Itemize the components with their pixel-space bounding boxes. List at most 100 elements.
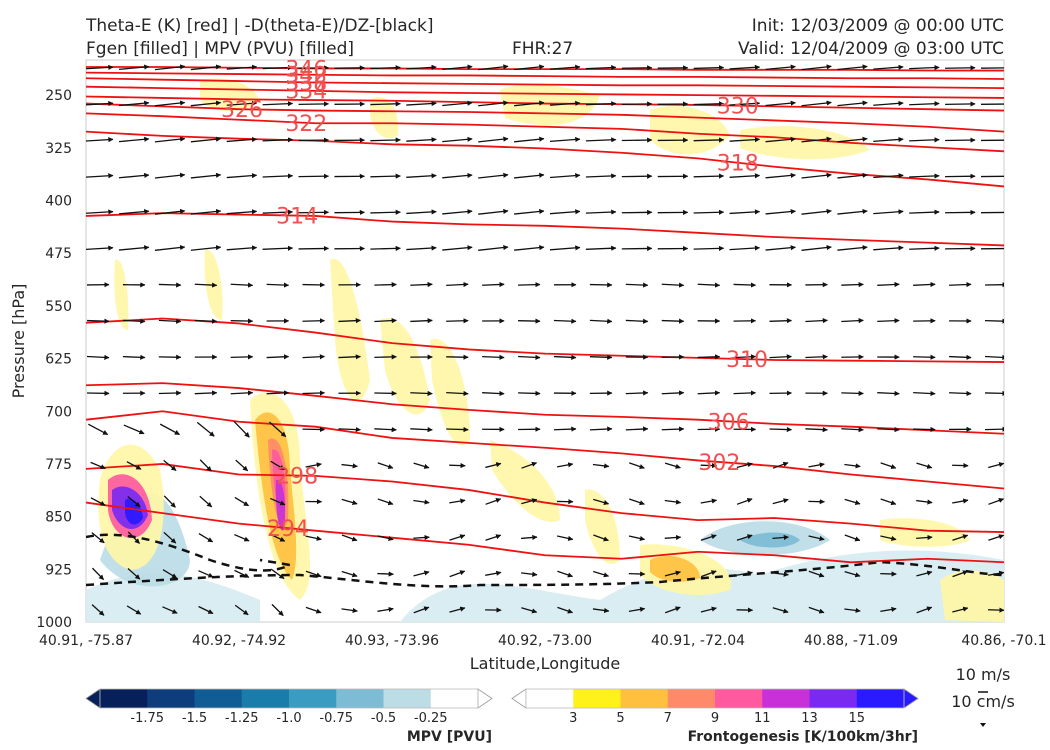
theta-e-contour-342 [86,71,1004,80]
wind-vector [86,318,110,324]
wind-vector [625,390,649,396]
wind-vector [952,570,969,578]
wind-vector [880,462,897,470]
wind-vector [377,498,394,506]
wind-vector [406,209,437,215]
wind-vector [127,531,140,544]
wind-vector [765,172,796,179]
wind-vector [449,606,466,613]
x-tick-label-6: 40.86, -70.1 [961,633,1046,649]
fgen-fill-h-mid [650,556,700,582]
wind-vector [118,100,150,107]
wind-vector [697,354,721,360]
wind-key-vertical-label: 10 cm/s [951,692,1015,711]
wind-vector [514,208,545,215]
wind-vector [589,318,613,324]
wind-vector [123,424,145,435]
theta-e-contour-322 [86,112,1004,153]
wind-vector [406,173,437,179]
wind-vector [628,535,646,542]
wind-vector [413,462,430,469]
wind-vector [86,64,114,70]
theta-e-contour-318 [86,130,1004,188]
wind-vector [693,137,725,143]
wind-vector [837,208,868,215]
wind-vector [808,606,825,614]
theta-e-label-326: 326 [221,98,263,123]
theta-e-label-318: 318 [717,152,759,177]
wind-vector [877,426,900,433]
wind-vector [485,534,502,541]
wind-vector [988,498,1004,505]
wind-vector [984,426,1004,432]
fgen-colorbar-tick-6: 15 [848,711,865,726]
wind-vector [984,390,1004,396]
mpv-colorbar-extend-left [85,688,101,709]
y-tick-label-400: 400 [45,194,72,210]
wind-vector [341,570,358,578]
wind-vector [592,607,610,614]
wind-vector [549,245,581,251]
wind-vector [199,459,212,472]
wind-vector [234,604,249,616]
mpv-colorbar-tick-4: -0.75 [319,711,353,726]
wind-vector [446,426,469,433]
wind-vector [198,605,214,615]
wind-vector [374,318,397,324]
wind-vector [154,64,186,71]
fgen-colorbar-extend-left [511,688,527,709]
wind-vector [159,423,180,436]
wind-vector [230,354,254,360]
wind-vector [837,172,868,179]
wind-vector [90,497,106,506]
theta-e-label-346: 346 [285,57,327,82]
wind-vector [370,137,401,143]
wind-vector [844,607,861,614]
wind-vector [916,462,933,469]
y-tick-label-1000: 1000 [36,615,72,631]
wind-vector [302,390,326,396]
wind-vector [837,245,868,251]
wind-vector [521,461,538,469]
wind-vector [118,136,150,143]
wind-vector [765,245,796,251]
wind-vector [729,173,761,179]
wind-vector [122,318,146,324]
wind-vector [374,354,397,360]
wind-vector [518,354,541,360]
wind-vector [629,498,645,506]
wind-vector [190,245,222,251]
wind-vector [198,533,214,543]
wind-vector [736,462,753,469]
theta-e-label-310: 310 [726,348,768,373]
wind-vector [733,282,757,288]
wind-vector [553,354,577,360]
wind-vector [305,462,322,468]
wind-vector [772,607,789,614]
wind-vector [593,498,610,506]
wind-vector [801,136,832,143]
theta-e-contour-302 [86,410,1004,490]
fgen-colorbar-swatch-4 [715,689,763,708]
wind-vector [700,534,717,541]
wind-vector [628,606,646,612]
x-tick-label-2: 40.93, -73.96 [345,633,439,649]
wind-vector [844,463,861,469]
wind-vector [765,64,796,71]
wind-vector [194,390,218,396]
wind-vector [556,462,574,468]
wind-vector [442,245,473,251]
wind-vector [913,390,936,397]
frontogenesis-colorbar-label: Frontogenesis [K/100km/3hr] [688,729,918,745]
mpv-fill-west [86,573,260,622]
wind-vector [841,281,864,288]
wind-vector [194,318,218,324]
theta-e-contour-314 [86,212,1004,247]
wind-vector [163,531,177,544]
wind-vector [86,209,114,215]
wind-vector [909,101,940,107]
wind-vector [341,463,358,469]
y-tick-label-325: 325 [45,141,72,157]
wind-vector [729,100,761,107]
